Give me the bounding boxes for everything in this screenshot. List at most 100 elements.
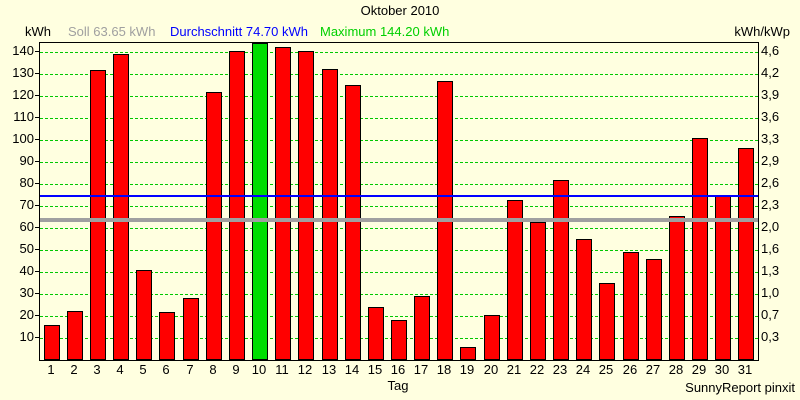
x-axis-tick-label: 26 [622, 362, 638, 377]
x-axis-tick-label: 24 [575, 362, 591, 377]
bar-day [67, 311, 83, 360]
x-axis-tick-label: 20 [483, 362, 499, 377]
gridline [40, 74, 758, 76]
y-axis-tick-mark [35, 183, 39, 185]
x-axis-tick-label: 30 [714, 362, 730, 377]
bar-day [44, 325, 60, 360]
y-axis-left-tick-label: 80 [19, 175, 34, 191]
gridline [40, 96, 758, 98]
y-axis-right-tick-label: 2,0 [761, 219, 780, 235]
chart-title: Oktober 2010 [360, 3, 440, 18]
bar-day [507, 200, 523, 360]
y-axis-left-tick-label: 20 [19, 307, 34, 323]
y-axis-tick-mark [35, 205, 39, 207]
x-axis-tick-label: 8 [209, 362, 217, 377]
bar-day [322, 69, 338, 360]
y-axis-left-tick-label: 100 [12, 131, 34, 147]
x-axis-tick-label: 22 [529, 362, 545, 377]
bar-day [136, 270, 152, 360]
bar-day-maximum [252, 43, 268, 360]
y-axis-left-tick-label: 90 [19, 153, 34, 169]
y-axis-left-tick-label: 30 [19, 285, 34, 301]
x-axis-tick-label: 14 [344, 362, 360, 377]
x-axis-tick-label: 17 [413, 362, 429, 377]
y-axis-tick-mark [35, 73, 39, 75]
bar-day [113, 54, 129, 360]
bar-day [646, 259, 662, 360]
bar-day [484, 315, 500, 360]
x-axis-tick-label: 23 [552, 362, 568, 377]
y-axis-tick-mark [35, 161, 39, 163]
y-axis-tick-mark [35, 117, 39, 119]
bar-day [669, 216, 685, 360]
x-axis-tick-label: 21 [506, 362, 522, 377]
bar-day [275, 47, 291, 360]
y-axis-tick-mark [35, 249, 39, 251]
gridline [40, 316, 758, 318]
y-axis-right-tick-label: 1,0 [761, 285, 780, 301]
bar-day [414, 296, 430, 360]
bar-day [692, 138, 708, 360]
soll-legend-label: Soll 63.65 kWh [68, 24, 156, 39]
y-axis-tick-mark [35, 315, 39, 317]
x-axis-tick-label: 2 [70, 362, 78, 377]
x-axis-tick-label: 19 [459, 362, 475, 377]
y-axis-left-tick-label: 130 [12, 65, 34, 81]
left-axis-unit-label: kWh [25, 24, 51, 39]
credit-text: SunnyReport pinxit [685, 380, 795, 395]
y-axis-right-tick-label: 3,6 [761, 109, 780, 125]
x-axis-tick-label: 9 [232, 362, 240, 377]
x-axis-tick-label: 15 [367, 362, 383, 377]
y-axis-left-tick-label: 110 [13, 109, 34, 125]
x-axis-tick-label: 4 [116, 362, 124, 377]
gridline [40, 184, 758, 186]
x-axis-tick-label: 12 [297, 362, 313, 377]
y-axis-left-tick-label: 140 [12, 43, 34, 59]
y-axis-right-tick-label: 1,3 [761, 263, 780, 279]
y-axis-left-tick-label: 10 [19, 329, 34, 345]
x-axis-tick-label: 16 [390, 362, 406, 377]
gridline [40, 52, 758, 54]
bar-day [298, 51, 314, 360]
plot-area [39, 42, 759, 361]
bar-day [345, 85, 361, 360]
x-axis-tick-label: 31 [737, 362, 753, 377]
x-axis-tick-label: 13 [321, 362, 337, 377]
y-axis-left-tick-label: 50 [19, 241, 34, 257]
soll-reference-line [40, 218, 758, 222]
gridline [40, 294, 758, 296]
y-axis-tick-mark [35, 51, 39, 53]
gridline [40, 272, 758, 274]
y-axis-tick-mark [35, 293, 39, 295]
y-axis-left-tick-label: 120 [12, 87, 34, 103]
y-axis-left-tick-label: 60 [19, 219, 34, 235]
y-axis-right-tick-label: 4,2 [761, 65, 780, 81]
y-axis-left-tick-label: 70 [19, 197, 34, 213]
bar-day [576, 239, 592, 360]
x-axis-tick-label: 7 [186, 362, 194, 377]
gridline [40, 140, 758, 142]
x-axis-tick-label: 27 [645, 362, 661, 377]
x-axis-tick-label: 18 [436, 362, 452, 377]
bar-day [553, 180, 569, 360]
x-axis-tick-label: 6 [162, 362, 170, 377]
gridline [40, 118, 758, 120]
bar-day [738, 148, 754, 360]
right-axis-unit-label: kWh/kWp [734, 24, 790, 39]
maximum-legend-label: Maximum 144.20 kWh [320, 24, 450, 39]
x-axis-tick-label: 29 [691, 362, 707, 377]
gridline [40, 162, 758, 164]
y-axis-tick-mark [35, 227, 39, 229]
gridline [40, 228, 758, 230]
y-axis-tick-mark [35, 95, 39, 97]
gridline [40, 250, 758, 252]
x-axis-tick-label: 5 [139, 362, 147, 377]
y-axis-right-tick-label: 2,6 [761, 175, 780, 191]
gridline [40, 206, 758, 208]
y-axis-left-tick-label: 40 [19, 263, 34, 279]
bar-day [229, 51, 245, 360]
x-axis-tick-label: 28 [668, 362, 684, 377]
bar-day [183, 298, 199, 360]
y-axis-tick-mark [35, 139, 39, 141]
